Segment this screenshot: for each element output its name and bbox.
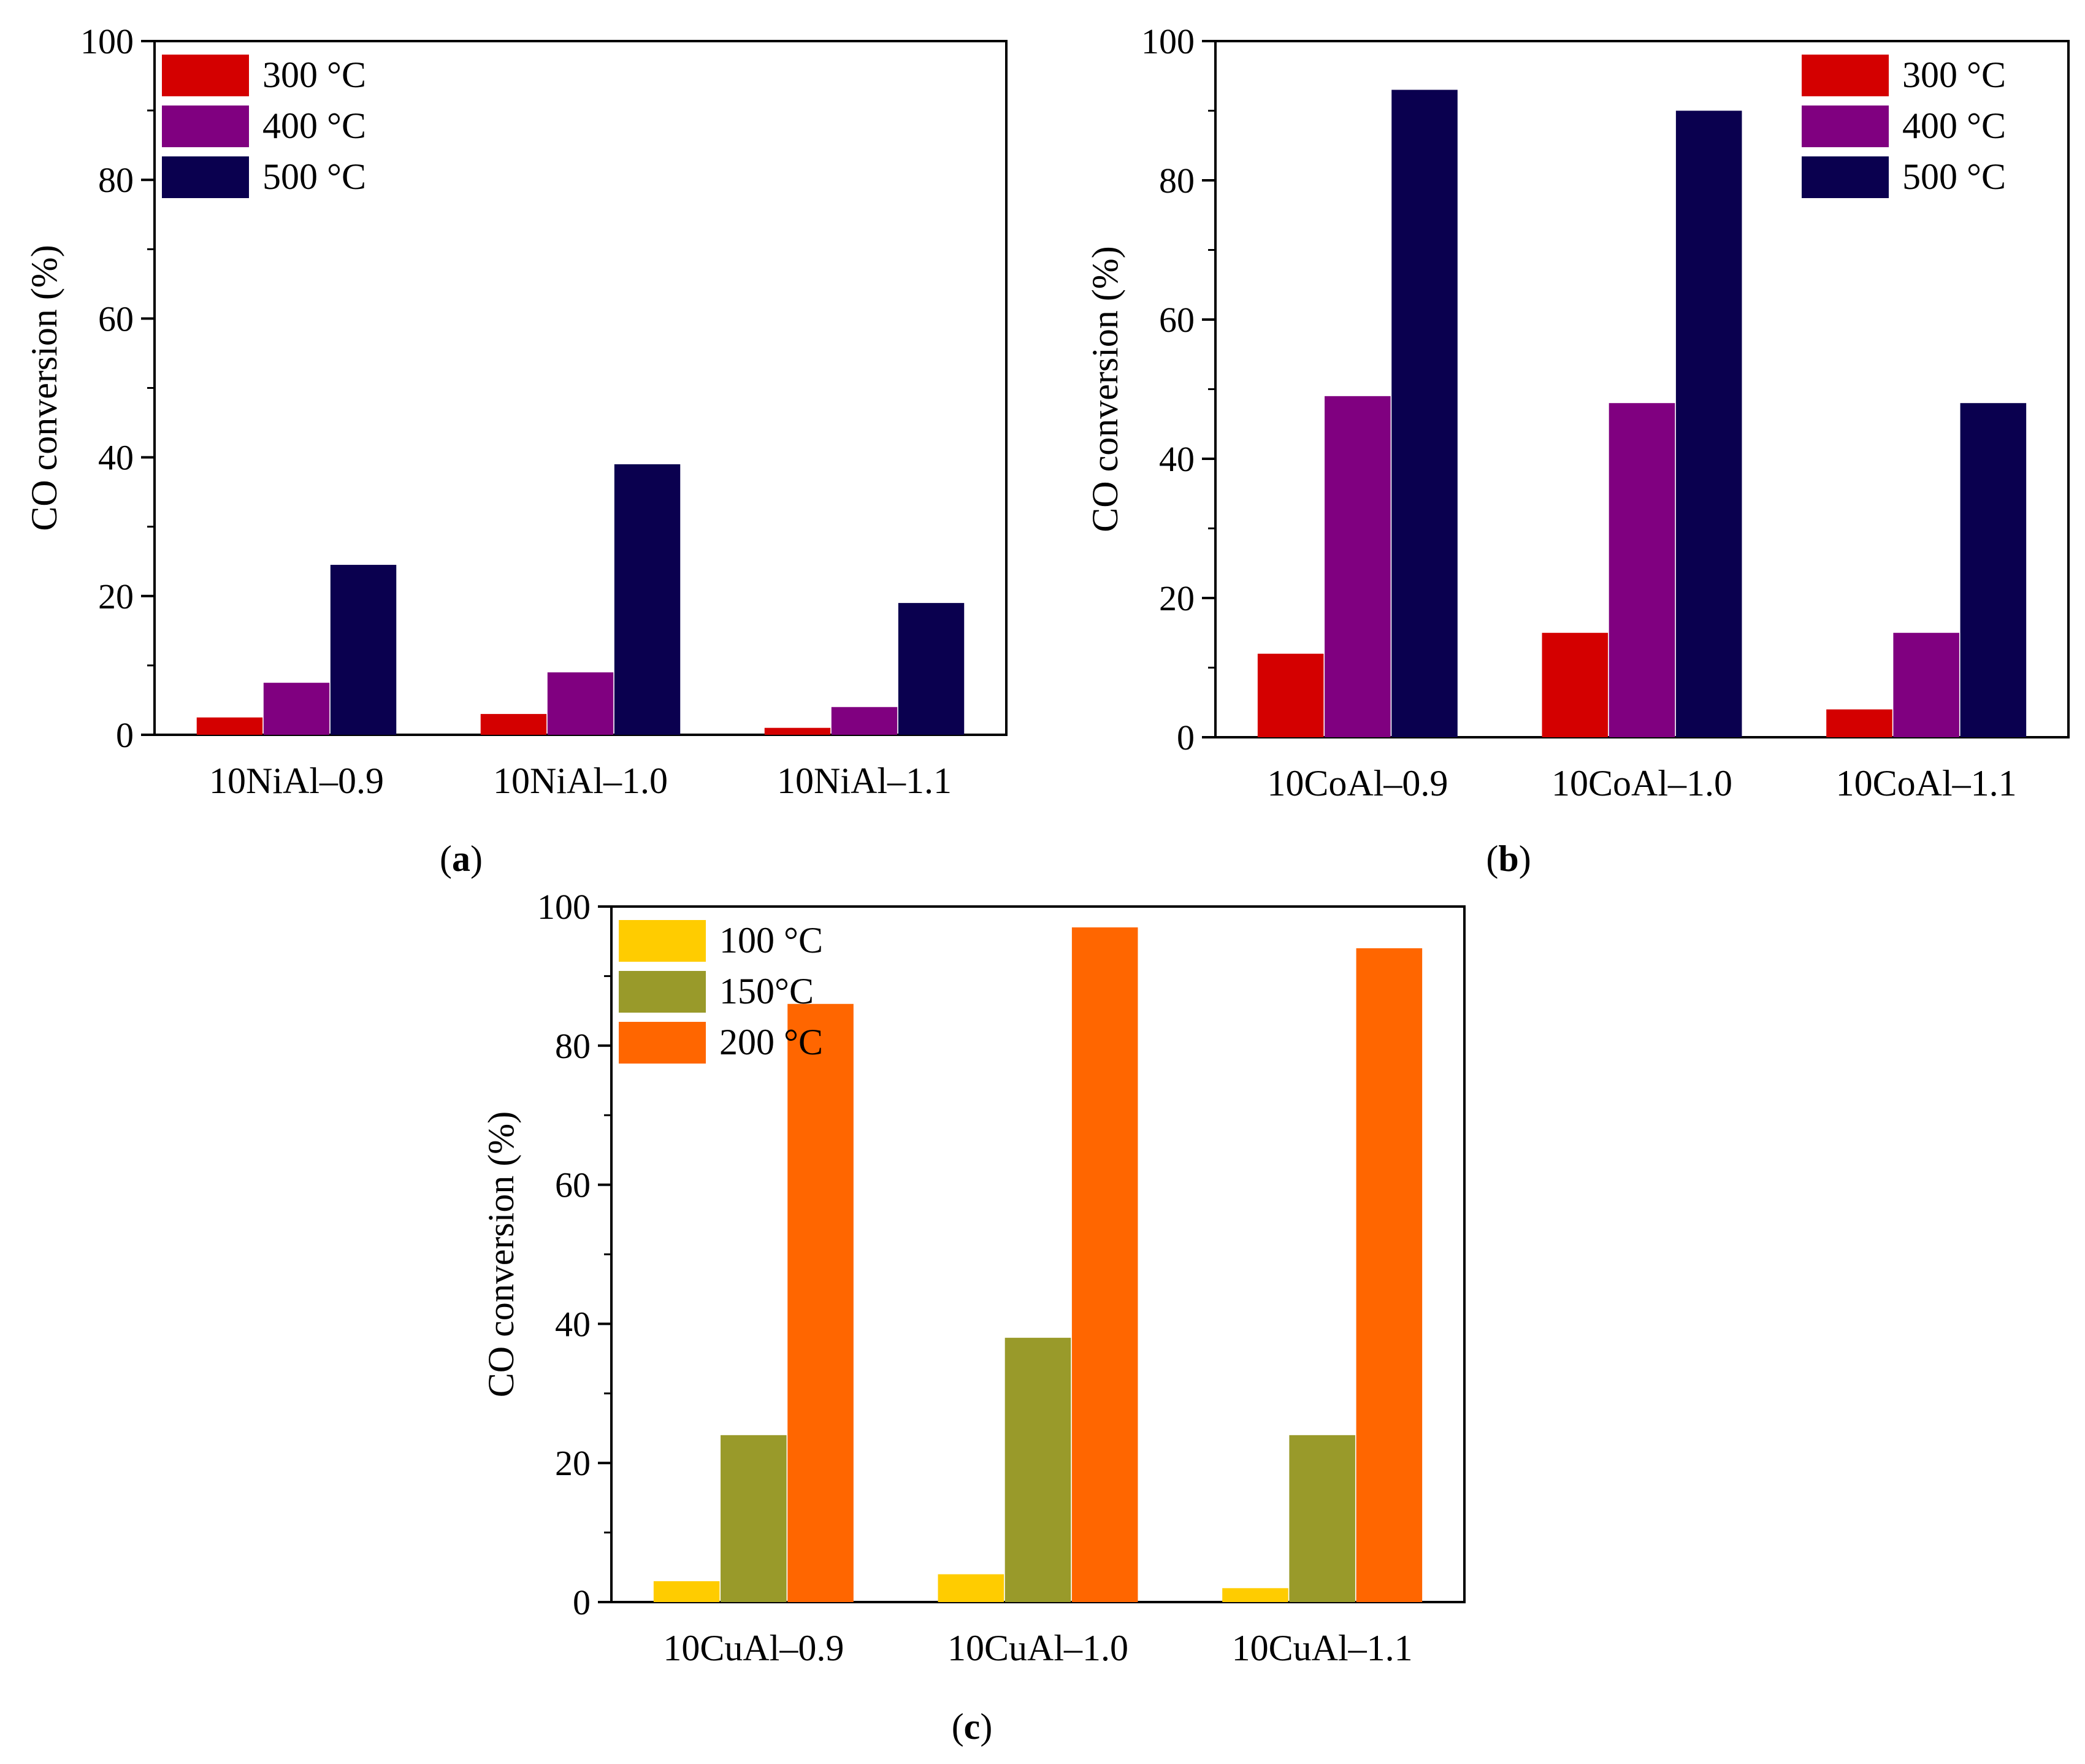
y-axis-label: CO conversion (%) <box>24 245 64 531</box>
y-tick-label: 60 <box>555 1165 591 1205</box>
bar <box>1826 709 1892 737</box>
panel-label: b <box>1498 838 1518 879</box>
x-tick-label: 10NiAl–1.1 <box>777 761 952 801</box>
bar <box>787 1003 854 1602</box>
panel-caption: (b) <box>1486 838 1531 879</box>
bar <box>480 714 547 735</box>
legend-label: 100 °C <box>719 920 823 961</box>
y-tick-label: 80 <box>98 160 134 200</box>
legend-label: 150°C <box>719 971 814 1011</box>
x-tick-label: 10CuAl–0.9 <box>663 1628 844 1668</box>
legend-label: 200 °C <box>719 1022 823 1062</box>
x-tick-label: 10CoAl–0.9 <box>1267 763 1448 803</box>
chart-panel-c: 0 20 40 60 80 100 CO conversion (%) 10CuAl–0.9 1… <box>481 887 1466 1747</box>
legend-label: 300 °C <box>262 55 366 95</box>
y-tick-label: 20 <box>555 1443 591 1483</box>
bar <box>721 1435 787 1602</box>
y-tick-label: 40 <box>98 438 134 478</box>
x-tick-label: 10CuAl–1.0 <box>947 1628 1128 1668</box>
y-tick-label: 60 <box>1159 300 1195 340</box>
y-axis-label: CO conversion (%) <box>1085 246 1125 532</box>
x-tick-label: 10CoAl–1.0 <box>1551 763 1732 803</box>
bar <box>831 707 898 735</box>
y-tick-label: 80 <box>1159 161 1195 201</box>
panel-label: c <box>964 1706 981 1747</box>
bar <box>1960 403 2027 737</box>
bar <box>1222 1588 1288 1602</box>
panel-label: a <box>452 838 470 879</box>
bar <box>938 1574 1004 1602</box>
bar <box>1257 653 1324 737</box>
y-tick-label: 60 <box>98 299 134 339</box>
legend-swatch <box>162 105 249 147</box>
chart-panel-a: 0 20 40 60 80 100 CO conversion (%) 10NiAl–0.9 1… <box>24 21 1008 879</box>
bar <box>196 717 263 735</box>
bar <box>898 603 965 735</box>
y-tick-label: 40 <box>1159 439 1195 479</box>
bar <box>1071 927 1138 1602</box>
y-tick-label: 100 <box>80 21 134 61</box>
x-tick-label: 10NiAl–0.9 <box>209 761 384 801</box>
panel-caption: (c) <box>952 1706 993 1747</box>
legend-swatch <box>1802 55 1889 96</box>
bar <box>1004 1338 1071 1602</box>
bar <box>263 683 330 735</box>
legend-swatch <box>1802 156 1889 198</box>
bar <box>547 672 614 735</box>
y-tick-label: 20 <box>1159 578 1195 618</box>
y-tick-label: 80 <box>555 1026 591 1066</box>
panel-caption: (a) <box>440 838 483 879</box>
y-tick-label: 20 <box>98 577 134 616</box>
bar <box>330 564 397 735</box>
y-tick-label: 100 <box>537 887 591 927</box>
y-tick-label: 0 <box>1177 718 1195 757</box>
x-tick-label: 10CoAl–1.1 <box>1836 763 2017 803</box>
legend-label: 500 °C <box>262 156 366 197</box>
bar <box>1893 632 1959 737</box>
legend-swatch <box>1802 105 1889 147</box>
bar <box>1542 632 1609 737</box>
y-tick-label: 0 <box>116 715 134 755</box>
legend-label: 400 °C <box>1902 105 2006 146</box>
bar <box>1675 110 1742 737</box>
bar <box>1289 1435 1355 1602</box>
legend-swatch <box>162 55 249 96</box>
bar <box>764 727 831 735</box>
chart-panel-b: 0 20 40 60 80 100 CO conversion (%) 10CoAl–0.9 1… <box>1085 21 2070 879</box>
legend-label: 300 °C <box>1902 55 2006 95</box>
y-tick-label: 40 <box>555 1304 591 1344</box>
bar <box>1609 403 1675 737</box>
y-tick-label: 100 <box>1141 21 1195 61</box>
bar <box>653 1581 720 1602</box>
legend-swatch <box>619 920 706 962</box>
bar <box>1391 90 1458 738</box>
bar <box>614 464 681 735</box>
y-axis-label: CO conversion (%) <box>481 1111 521 1398</box>
legend-swatch <box>162 156 249 198</box>
legend-swatch <box>619 971 706 1013</box>
bar <box>1325 396 1391 737</box>
y-tick-label: 0 <box>573 1582 591 1622</box>
x-tick-label: 10NiAl–1.0 <box>493 761 668 801</box>
bar <box>1356 948 1423 1602</box>
x-tick-label: 10CuAl–1.1 <box>1232 1628 1413 1668</box>
legend-label: 500 °C <box>1902 156 2006 197</box>
legend-label: 400 °C <box>262 105 366 146</box>
legend-swatch <box>619 1022 706 1064</box>
